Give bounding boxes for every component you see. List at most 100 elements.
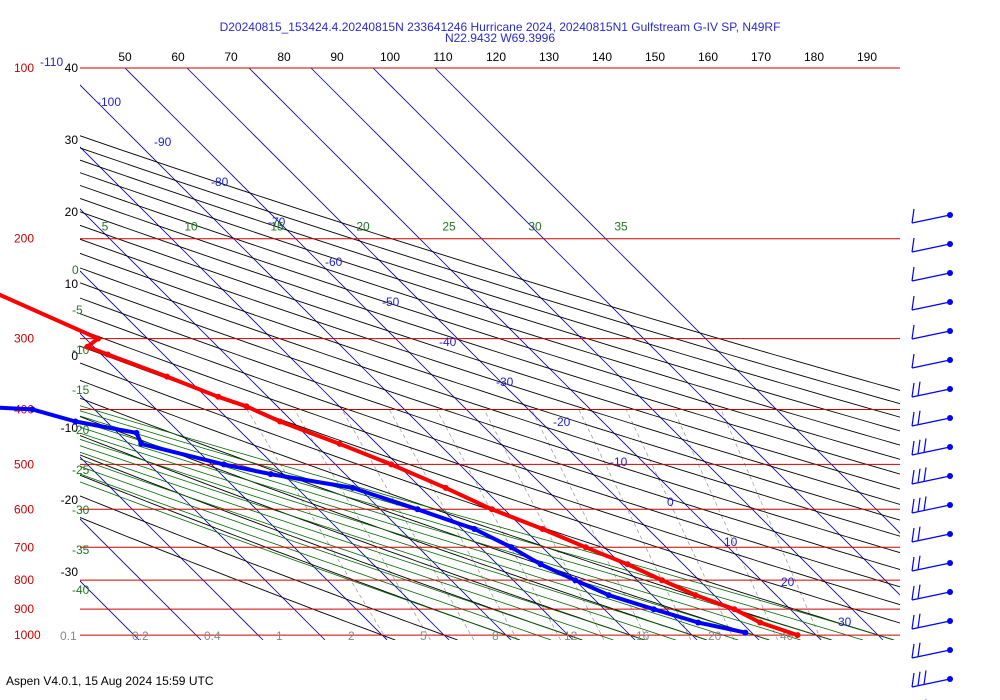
top-temp-label: 180	[804, 50, 824, 64]
top-temp-label: 130	[539, 50, 559, 64]
pressure-label: 1000	[14, 628, 41, 642]
dry-adiabat	[80, 416, 708, 640]
moist-adiabat	[80, 405, 895, 640]
theta-e-label: 30	[528, 220, 542, 234]
wind-barb-staff	[911, 591, 951, 601]
software-footer: Aspen V4.0.1, 15 Aug 2024 15:59 UTC	[6, 674, 214, 688]
temperature-point	[215, 393, 222, 400]
dewpoint-point	[133, 429, 140, 436]
dry-adiabat	[80, 184, 900, 446]
dry-adiabat	[80, 197, 900, 460]
isotherm-label: 0	[667, 495, 674, 509]
mixing-ratio-label: 2	[348, 629, 355, 643]
moist-adiabat	[80, 445, 676, 640]
dry-adiabat	[80, 474, 521, 640]
wind-barb-feather	[911, 498, 915, 514]
dry-adiabat	[80, 211, 900, 475]
wind-barb-feather	[917, 439, 921, 454]
top-temp-label: 60	[171, 50, 185, 64]
top-temp-label: 80	[277, 50, 291, 64]
left-temp-label: -10	[61, 421, 79, 435]
theta-e-label: 15	[270, 220, 284, 234]
wind-barb-feather	[917, 642, 921, 657]
dry-adiabat	[80, 172, 900, 432]
wind-barb	[911, 467, 953, 485]
top-temp-label: 100	[380, 50, 400, 64]
moist-adiabat	[80, 410, 864, 640]
top-temp-label: 70	[224, 50, 238, 64]
adiabat-left-label: 0	[72, 263, 79, 277]
wind-barb-staff	[911, 562, 951, 572]
wind-barb-feather	[917, 584, 921, 599]
dry-adiabat	[80, 297, 900, 570]
dewpoint-point	[349, 484, 356, 491]
dewpoint-point	[742, 629, 749, 636]
wind-barb-feather	[911, 440, 915, 456]
wind-barb-feather	[911, 672, 915, 688]
wind-barb-feather	[911, 556, 915, 572]
pressure-label: 700	[14, 540, 34, 554]
wind-barb-feather	[911, 266, 915, 282]
dewpoint-trace	[0, 405, 748, 635]
temperature-point	[104, 351, 111, 358]
wind-barb-feather	[923, 496, 927, 511]
dry-adiabat	[80, 313, 900, 588]
wind-barb-staff	[911, 388, 951, 398]
dewpoint-point	[72, 418, 79, 425]
temperature-point	[757, 619, 764, 626]
temperature-point	[442, 484, 449, 491]
wind-barb	[911, 353, 953, 369]
isotherm-label: -70	[268, 215, 286, 229]
theta-e-label: 5	[102, 220, 109, 234]
wind-barb-feather	[911, 353, 915, 369]
wind-barb	[911, 670, 953, 688]
left-temp-label: 20	[65, 205, 79, 219]
pressure-label: 800	[14, 573, 34, 587]
temperature-point	[164, 373, 170, 380]
isotherm-label: 20	[781, 575, 795, 589]
top-temp-label: 120	[486, 50, 506, 64]
isotherm-line	[80, 208, 512, 640]
wind-barb-staff	[911, 475, 951, 485]
wind-barb-staff	[911, 678, 951, 688]
wind-barb	[911, 266, 953, 282]
dewpoint-point	[605, 592, 612, 599]
wind-barb-staff	[911, 649, 951, 659]
moist-adiabat	[80, 481, 521, 640]
isotherm-line	[310, 68, 884, 640]
chart-title: D20240815_153424.4.20240815N 233641246 H…	[219, 20, 781, 34]
wind-barb-staff	[911, 620, 951, 630]
temperature-point	[388, 461, 395, 468]
dewpoint-point	[138, 440, 145, 447]
wind-barb	[911, 438, 953, 456]
left-temp-label: 30	[65, 133, 79, 147]
moist-adiabat	[80, 458, 614, 640]
temperature-point	[794, 632, 801, 639]
dry-adiabat	[80, 434, 645, 640]
wind-barb-staff	[911, 272, 951, 282]
wind-barb-staff	[911, 301, 951, 311]
adiabat-left-label: -35	[72, 543, 90, 557]
wind-barb-feather	[911, 527, 915, 543]
wind-barb-feather	[911, 295, 915, 311]
moist-adiabat	[80, 426, 770, 640]
wind-barb	[911, 208, 953, 224]
dewpoint-point	[471, 526, 478, 532]
dry-adiabat	[80, 345, 900, 624]
mixing-ratio-label: 5	[420, 629, 427, 643]
isotherm-line	[80, 270, 450, 640]
dry-adiabat	[80, 159, 900, 418]
adiabat-left-label: -40	[72, 583, 90, 597]
isotherm-label: -100	[97, 95, 121, 109]
top-temp-label: 170	[751, 50, 771, 64]
clipped-grid	[80, 68, 900, 640]
pressure-label: 500	[14, 457, 34, 471]
wind-barb-feather	[911, 585, 915, 601]
wind-barb-staff	[911, 533, 951, 543]
mixing-ratio-label: 12	[564, 629, 578, 643]
wind-barb	[911, 584, 953, 601]
dewpoint-point	[29, 406, 36, 413]
wind-barb-feather	[917, 671, 921, 686]
